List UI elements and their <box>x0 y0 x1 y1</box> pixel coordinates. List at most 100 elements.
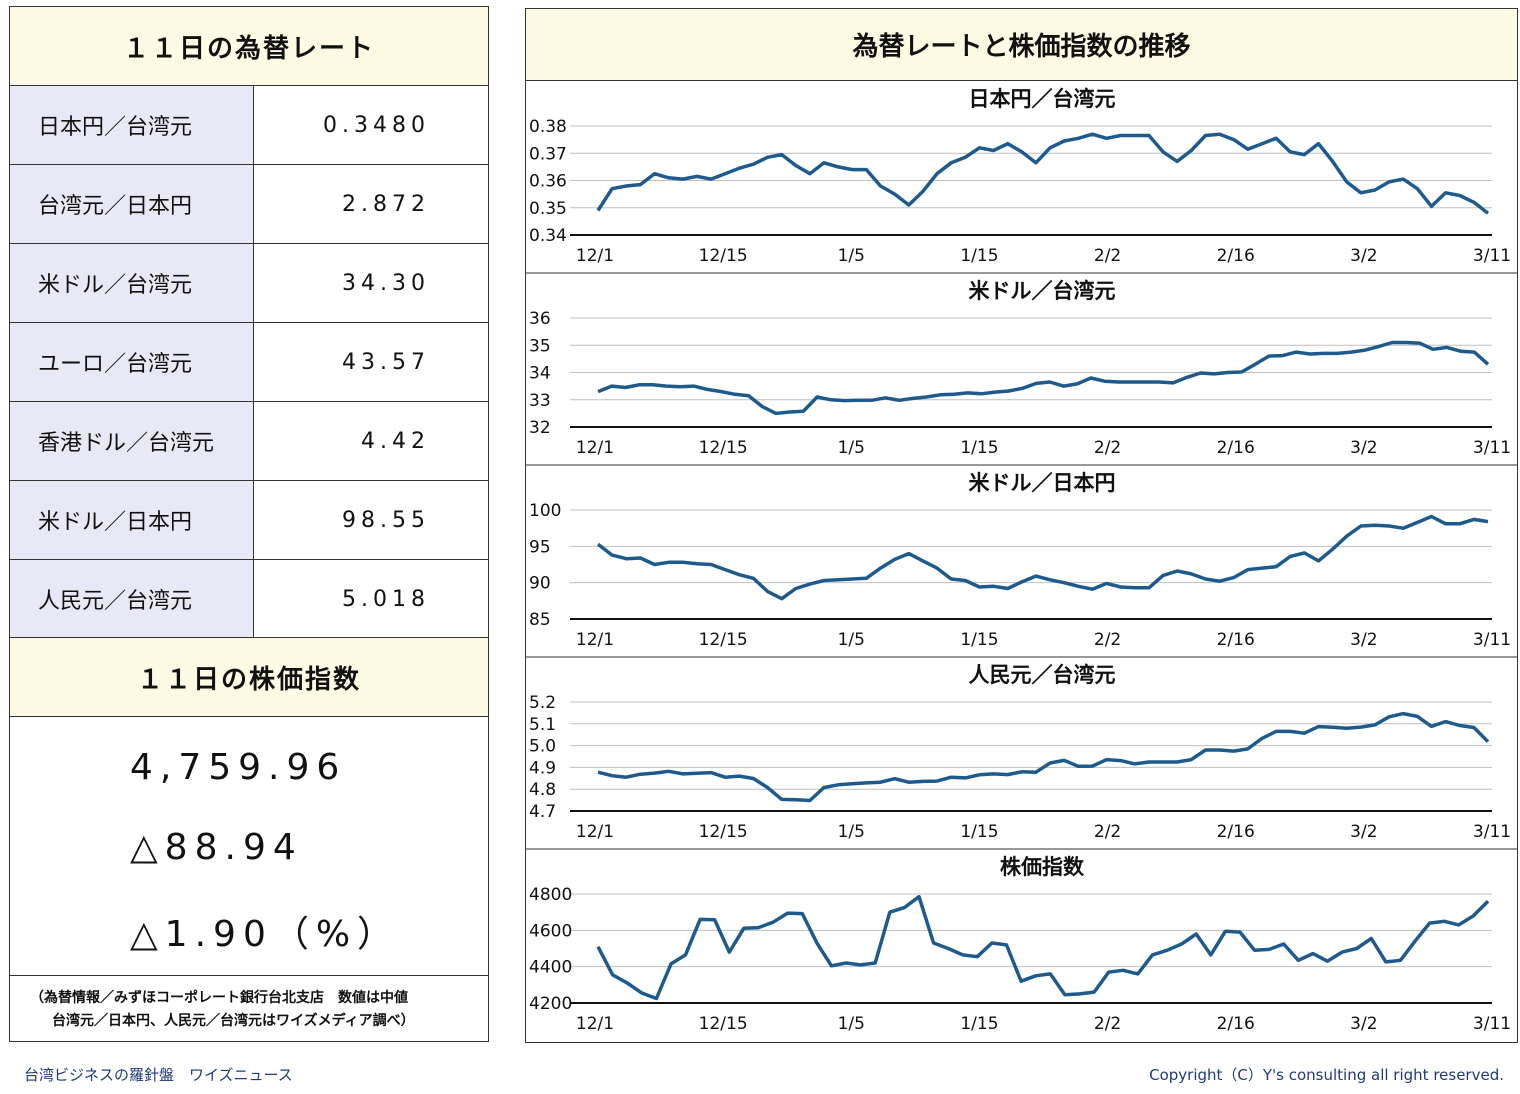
series-line <box>596 132 1490 215</box>
x-tick-label: 2/16 <box>1217 822 1255 842</box>
rate-value: 4.42 <box>361 428 430 454</box>
y-tick-label: 4.7 <box>529 802 556 822</box>
x-tick-label: 1/5 <box>838 438 865 458</box>
x-tick-label: 2/2 <box>1094 1014 1121 1034</box>
rate-value: 5.018 <box>342 586 430 612</box>
x-tick-label: 1/5 <box>838 630 865 650</box>
rates-title: １１日の為替レート <box>10 7 488 86</box>
y-tick-label: 0.37 <box>529 144 567 164</box>
y-tick-label: 4200 <box>529 994 572 1014</box>
x-tick-label: 12/15 <box>699 630 748 650</box>
x-tick-label: 2/16 <box>1217 1014 1255 1034</box>
y-tick-label: 85 <box>529 610 551 630</box>
charts-title: 為替レートと株価指数の推移 <box>526 9 1517 81</box>
x-tick-label: 12/1 <box>576 822 614 842</box>
x-tick-label: 12/15 <box>699 246 748 266</box>
x-tick-label: 3/11 <box>1473 822 1511 842</box>
x-tick-label: 3/2 <box>1350 630 1377 650</box>
x-tick-label: 2/2 <box>1094 822 1121 842</box>
rate-value: 98.55 <box>342 507 430 533</box>
y-tick-label: 0.38 <box>529 117 567 137</box>
x-tick-label: 3/2 <box>1350 246 1377 266</box>
x-tick-label: 3/11 <box>1473 630 1511 650</box>
x-tick-label: 1/5 <box>838 822 865 842</box>
source-note-2: 台湾元／日本円、人民元／台湾元はワイズメディア調べ） <box>52 1013 415 1029</box>
source-note-1: （為替情報／みずほコーポレート銀行台北支店 数値は中値 <box>30 990 408 1006</box>
y-tick-label: 0.35 <box>529 199 567 219</box>
chart-title: 米ドル／日本円 <box>969 471 1116 495</box>
x-tick-label: 12/15 <box>699 1014 748 1034</box>
rates-panel: １１日の為替レート 日本円／台湾元 0.3480 台湾元／日本円 2.872 米ドル／台… <box>9 6 489 1042</box>
y-tick-label: 4.8 <box>529 780 556 800</box>
rate-row: ユーロ／台湾元 43.57 <box>10 323 488 402</box>
x-tick-label: 1/15 <box>960 630 998 650</box>
x-tick-label: 3/11 <box>1473 1014 1511 1034</box>
rate-value: 2.872 <box>342 191 430 217</box>
y-tick-label: 4600 <box>529 921 572 941</box>
x-tick-label: 3/11 <box>1473 246 1511 266</box>
y-tick-label: 5.0 <box>529 737 556 757</box>
footer-left: 台湾ビジネスの羅針盤 ワイズニュース <box>24 1066 293 1084</box>
rate-row: 香港ドル／台湾元 4.42 <box>10 402 488 481</box>
x-tick-label: 1/5 <box>838 246 865 266</box>
x-tick-label: 3/11 <box>1473 438 1511 458</box>
x-tick-label: 12/1 <box>576 438 614 458</box>
source-divider <box>10 975 488 976</box>
stock-index-value: 4,759.96 <box>130 747 347 788</box>
rate-row: 台湾元／日本円 2.872 <box>10 165 488 244</box>
x-tick-label: 2/2 <box>1094 630 1121 650</box>
rate-value: 0.3480 <box>323 112 430 138</box>
stock-index-change: △88.94 <box>130 827 303 868</box>
y-tick-label: 34 <box>529 364 551 384</box>
y-tick-label: 0.36 <box>529 172 567 192</box>
x-tick-label: 12/1 <box>576 246 614 266</box>
rate-name: 香港ドル／台湾元 <box>10 402 254 480</box>
x-tick-label: 1/15 <box>960 1014 998 1034</box>
x-tick-label: 12/15 <box>699 438 748 458</box>
stock-index-percent: △1.90（%） <box>130 914 401 955</box>
x-tick-label: 12/15 <box>699 822 748 842</box>
rate-name: ユーロ／台湾元 <box>10 323 254 401</box>
rate-row: 米ドル／日本円 98.55 <box>10 481 488 560</box>
rate-name: 日本円／台湾元 <box>10 86 254 164</box>
y-tick-label: 35 <box>529 336 551 356</box>
y-tick-label: 5.1 <box>529 715 556 735</box>
rate-name: 米ドル／日本円 <box>10 481 254 559</box>
y-tick-label: 90 <box>529 574 551 594</box>
charts-svg: 日本円／台湾元 0.38 0.37 0.36 0.35 0.34 12/1 12/15 1/5 1… <box>526 87 1517 1034</box>
chart-title: 株価指数 <box>1000 855 1085 879</box>
chart-title: 米ドル／台湾元 <box>969 279 1116 303</box>
rate-name: 人民元／台湾元 <box>10 560 254 638</box>
y-tick-label: 5.2 <box>529 693 556 713</box>
series-line <box>597 340 1490 416</box>
y-tick-label: 95 <box>529 537 551 557</box>
y-tick-label: 0.34 <box>529 226 567 246</box>
x-tick-label: 2/2 <box>1094 438 1121 458</box>
x-tick-label: 3/2 <box>1350 1014 1377 1034</box>
rate-name: 米ドル／台湾元 <box>10 244 254 322</box>
y-tick-label: 4.9 <box>529 758 556 778</box>
rate-value: 34.30 <box>342 270 430 296</box>
x-tick-label: 3/2 <box>1350 438 1377 458</box>
rate-row: 米ドル／台湾元 34.30 <box>10 244 488 323</box>
charts-panel: 為替レートと株価指数の推移 日本円／台湾元 0.38 0.37 0.36 0.35 0.3… <box>525 8 1518 1043</box>
x-tick-label: 12/1 <box>576 1014 614 1034</box>
chart-title: 日本円／台湾元 <box>969 87 1116 111</box>
series-line <box>597 711 1490 803</box>
stock-title: １１日の株価指数 <box>10 637 488 717</box>
rate-name: 台湾元／日本円 <box>10 165 254 243</box>
rate-value: 43.57 <box>342 349 430 375</box>
x-tick-label: 1/15 <box>960 246 998 266</box>
chart-title: 人民元／台湾元 <box>969 663 1116 687</box>
x-tick-label: 2/16 <box>1217 438 1255 458</box>
x-tick-label: 1/5 <box>838 1014 865 1034</box>
x-tick-label: 12/1 <box>576 630 614 650</box>
y-tick-label: 32 <box>529 418 551 438</box>
series-line <box>596 894 1490 1001</box>
x-tick-label: 2/16 <box>1217 630 1255 650</box>
x-tick-label: 3/2 <box>1350 822 1377 842</box>
y-tick-label: 4800 <box>529 885 572 905</box>
y-tick-label: 100 <box>529 501 561 521</box>
x-tick-label: 2/2 <box>1094 246 1121 266</box>
y-tick-label: 33 <box>529 391 551 411</box>
